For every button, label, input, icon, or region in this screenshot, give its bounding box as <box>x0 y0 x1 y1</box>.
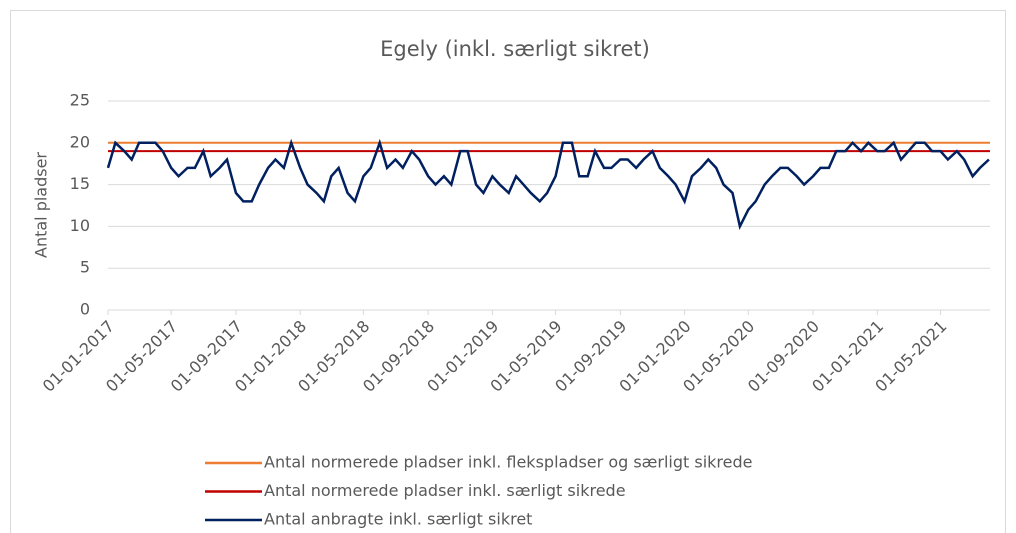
y-tick-label: 25 <box>70 91 90 110</box>
y-tick-label: 10 <box>70 216 90 235</box>
y-tick-label: 20 <box>70 132 90 151</box>
data-line <box>106 138 990 231</box>
y-axis-label: Antal pladser <box>32 152 51 258</box>
y-tick-label: 15 <box>70 174 90 193</box>
chart-title: Egely (inkl. særligt sikret) <box>380 37 650 61</box>
chart-border <box>10 10 1006 533</box>
legend-label: Antal normerede pladser inkl. fleksplads… <box>264 453 753 472</box>
legend-label: Antal normerede pladser inkl. særligt si… <box>264 481 626 500</box>
y-tick-label: 0 <box>80 300 90 319</box>
y-tick-label: 5 <box>80 258 90 277</box>
legend-label: Antal anbragte inkl. særligt sikret <box>264 510 532 529</box>
